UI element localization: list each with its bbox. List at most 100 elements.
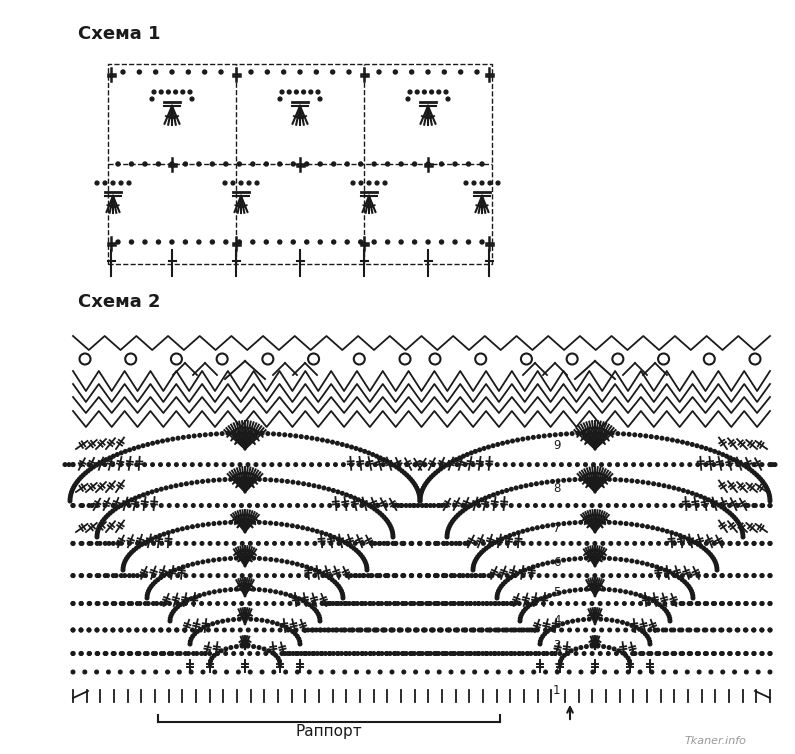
Circle shape	[354, 354, 365, 364]
Circle shape	[144, 651, 147, 655]
Circle shape	[148, 587, 152, 590]
Circle shape	[212, 479, 215, 482]
Circle shape	[421, 602, 424, 605]
Circle shape	[256, 504, 259, 507]
Circle shape	[603, 670, 607, 674]
Circle shape	[432, 474, 435, 477]
Circle shape	[167, 628, 171, 632]
Circle shape	[730, 513, 734, 516]
Circle shape	[626, 656, 630, 660]
Circle shape	[697, 602, 700, 605]
Circle shape	[768, 574, 772, 578]
Circle shape	[445, 651, 448, 655]
Circle shape	[754, 504, 757, 507]
Circle shape	[191, 634, 195, 638]
Circle shape	[240, 541, 244, 545]
Circle shape	[320, 504, 324, 507]
Circle shape	[184, 602, 188, 605]
Circle shape	[197, 162, 201, 166]
Circle shape	[632, 628, 635, 632]
Circle shape	[768, 463, 772, 467]
Circle shape	[359, 628, 363, 632]
Circle shape	[208, 662, 211, 666]
Circle shape	[744, 574, 748, 578]
Circle shape	[650, 435, 653, 438]
Circle shape	[458, 574, 462, 578]
Circle shape	[280, 559, 284, 562]
Circle shape	[630, 479, 634, 483]
Circle shape	[526, 605, 529, 608]
Circle shape	[74, 482, 78, 486]
Circle shape	[404, 602, 408, 605]
Circle shape	[432, 602, 436, 605]
Circle shape	[87, 628, 91, 632]
Circle shape	[665, 437, 669, 441]
Circle shape	[426, 480, 429, 483]
Circle shape	[584, 556, 588, 560]
Circle shape	[462, 628, 465, 632]
Circle shape	[119, 574, 123, 578]
Circle shape	[97, 526, 101, 530]
Circle shape	[289, 541, 293, 545]
Circle shape	[98, 524, 102, 528]
Circle shape	[207, 504, 211, 507]
Circle shape	[240, 556, 244, 559]
Circle shape	[502, 628, 505, 632]
Circle shape	[470, 574, 474, 578]
Circle shape	[335, 441, 339, 445]
Circle shape	[398, 467, 401, 470]
Circle shape	[206, 479, 210, 483]
Circle shape	[416, 488, 420, 492]
Circle shape	[385, 602, 388, 605]
Circle shape	[398, 628, 401, 632]
Circle shape	[370, 574, 374, 578]
Circle shape	[747, 467, 751, 470]
Circle shape	[661, 605, 664, 608]
Circle shape	[454, 516, 458, 519]
Circle shape	[127, 504, 131, 507]
Circle shape	[252, 587, 255, 591]
Circle shape	[410, 602, 413, 605]
Circle shape	[184, 541, 188, 545]
Circle shape	[240, 520, 244, 524]
Circle shape	[551, 560, 555, 564]
Circle shape	[584, 645, 588, 648]
Circle shape	[712, 541, 716, 545]
Circle shape	[573, 588, 577, 592]
Circle shape	[337, 541, 341, 545]
Circle shape	[160, 487, 163, 491]
Circle shape	[195, 651, 199, 655]
Circle shape	[72, 651, 75, 655]
Circle shape	[656, 628, 660, 632]
Circle shape	[711, 555, 714, 559]
Circle shape	[744, 651, 748, 655]
Circle shape	[264, 602, 268, 605]
Circle shape	[519, 485, 523, 489]
Circle shape	[669, 628, 673, 632]
Circle shape	[352, 651, 356, 655]
Circle shape	[638, 627, 642, 631]
Circle shape	[541, 504, 545, 507]
Circle shape	[512, 532, 516, 536]
Circle shape	[479, 463, 483, 467]
Circle shape	[574, 647, 578, 651]
Circle shape	[435, 602, 439, 605]
Circle shape	[553, 574, 556, 578]
Circle shape	[308, 354, 319, 364]
Circle shape	[688, 628, 692, 632]
Circle shape	[719, 602, 723, 605]
Circle shape	[590, 504, 594, 507]
Circle shape	[97, 574, 101, 578]
Circle shape	[87, 541, 91, 545]
Circle shape	[378, 456, 382, 460]
Circle shape	[265, 574, 268, 578]
Circle shape	[151, 463, 154, 467]
Circle shape	[553, 626, 556, 629]
Circle shape	[274, 590, 277, 593]
Circle shape	[440, 240, 444, 244]
Circle shape	[696, 602, 699, 605]
Circle shape	[312, 484, 316, 488]
Circle shape	[152, 90, 156, 94]
Circle shape	[374, 463, 377, 467]
Circle shape	[221, 619, 224, 623]
